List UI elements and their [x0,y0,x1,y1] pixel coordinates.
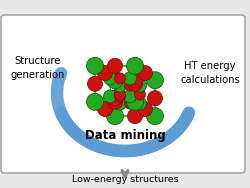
Circle shape [98,65,112,80]
Circle shape [124,80,136,91]
Circle shape [148,91,162,106]
Circle shape [86,93,104,110]
FancyBboxPatch shape [1,15,245,173]
Circle shape [114,97,126,110]
Circle shape [86,57,104,74]
Circle shape [128,76,142,91]
Circle shape [124,90,136,103]
Circle shape [104,90,117,103]
Text: HT energy
calculations: HT energy calculations [180,61,240,85]
Text: Structure
generation: Structure generation [11,56,65,80]
Circle shape [134,89,145,100]
Circle shape [138,102,152,117]
Circle shape [146,72,164,89]
Circle shape [114,91,126,102]
Circle shape [134,97,146,110]
Circle shape [104,72,117,85]
Circle shape [88,76,102,91]
Circle shape [126,57,144,74]
Circle shape [114,79,126,92]
Circle shape [124,72,136,85]
Circle shape [124,98,136,109]
Circle shape [128,73,142,88]
Circle shape [106,72,124,89]
Circle shape [114,89,126,100]
Circle shape [126,93,144,110]
Circle shape [146,108,164,125]
Circle shape [134,79,146,92]
Circle shape [106,108,124,125]
Circle shape [98,102,112,117]
Circle shape [128,109,142,124]
Text: Data mining: Data mining [84,130,166,143]
Text: Low-energy structures: Low-energy structures [72,176,178,184]
Circle shape [114,73,126,84]
Circle shape [108,91,122,106]
Circle shape [108,58,122,73]
Circle shape [138,65,152,80]
Circle shape [108,94,122,109]
